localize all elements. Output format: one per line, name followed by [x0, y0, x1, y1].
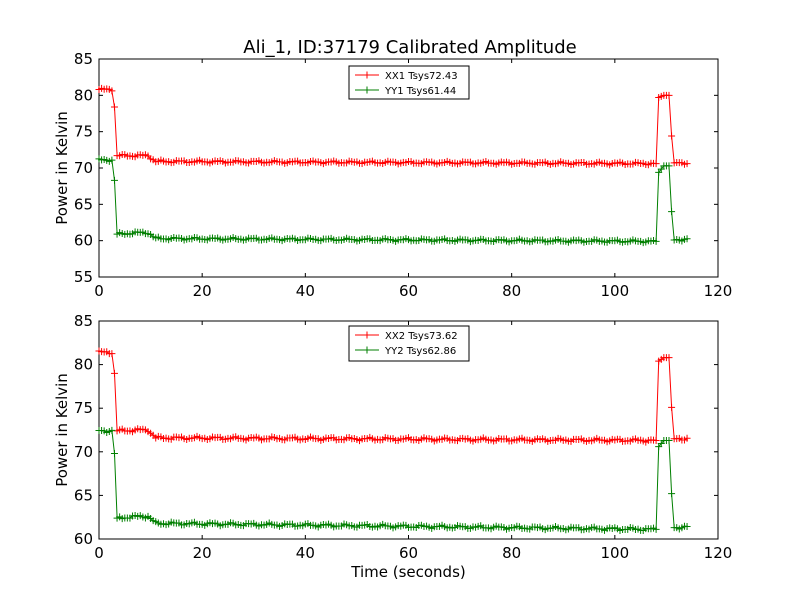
- data-point-marker: [683, 160, 691, 168]
- data-point-marker: [668, 403, 676, 411]
- legend: XX2 Tsys73.62 YY2 Tsys62.86: [348, 325, 470, 362]
- data-point-marker: [683, 523, 691, 531]
- figure-title: Ali_1, ID:37179 Calibrated Amplitude: [243, 37, 576, 58]
- legend-entry: YY2 Tsys62.86: [355, 346, 456, 357]
- y-tick-label: 85: [74, 50, 93, 68]
- data-point-marker: [110, 369, 118, 377]
- x-tick-label: 40: [296, 282, 315, 300]
- data-point-marker: [652, 160, 660, 168]
- legend-box: [348, 325, 470, 362]
- series-2: [95, 155, 691, 247]
- legend-entry: XX2 Tsys73.62: [355, 331, 458, 342]
- x-tick-label: 20: [193, 282, 212, 300]
- data-point-marker: [652, 436, 660, 444]
- legend-box: [348, 65, 470, 100]
- y-tick-label: 55: [74, 268, 93, 286]
- data-point-marker: [652, 237, 660, 245]
- y-tick-label: 80: [74, 86, 93, 104]
- y-tick-label: 80: [74, 356, 93, 374]
- x-tick-label: 100: [601, 544, 630, 562]
- y-tick-label: 70: [74, 443, 93, 461]
- legend-entry: XX1 Tsys72.43: [355, 71, 458, 82]
- y-tick-label: 60: [74, 530, 93, 548]
- x-tick-label: 40: [296, 544, 315, 562]
- y-axis-label: Power in Kelvin: [53, 373, 71, 487]
- x-tick-label: 80: [502, 282, 521, 300]
- y-tick-label: 60: [74, 232, 93, 250]
- data-point-marker: [665, 162, 673, 170]
- x-tick-label: 0: [94, 544, 104, 562]
- x-tick-label: 60: [399, 544, 418, 562]
- x-tick-label: 120: [704, 282, 733, 300]
- legend-marker: [363, 331, 371, 339]
- data-point-marker: [108, 426, 116, 434]
- data-point-marker: [665, 436, 673, 444]
- data-point-marker: [668, 490, 676, 498]
- x-tick-label: 20: [193, 544, 212, 562]
- y-tick-label: 85: [74, 312, 93, 330]
- data-point-marker: [665, 354, 673, 362]
- data-point-marker: [668, 208, 676, 216]
- y-tick-label: 75: [74, 123, 93, 141]
- x-tick-label: 80: [502, 544, 521, 562]
- x-axis-label: Time (seconds): [350, 563, 466, 581]
- x-tick-label: 0: [94, 282, 104, 300]
- series-1: [95, 347, 691, 446]
- legend-marker: [363, 71, 371, 79]
- legend-label: XX2 Tsys73.62: [385, 331, 458, 342]
- data-point-marker: [110, 103, 118, 111]
- data-point-marker: [108, 87, 116, 95]
- y-tick-label: 65: [74, 195, 93, 213]
- data-point-marker: [683, 235, 691, 243]
- data-point-marker: [110, 176, 118, 184]
- series-2: [95, 426, 691, 535]
- x-tick-label: 120: [704, 544, 733, 562]
- data-point-marker: [108, 350, 116, 358]
- legend-label: YY1 Tsys61.44: [384, 86, 456, 97]
- legend-label: XX1 Tsys72.43: [385, 71, 458, 82]
- y-tick-label: 65: [74, 486, 93, 504]
- data-point-marker: [652, 525, 660, 533]
- y-tick-label: 75: [74, 399, 93, 417]
- data-point-marker: [110, 450, 118, 458]
- legend-entry: YY1 Tsys61.44: [355, 86, 456, 97]
- data-point-marker: [668, 132, 676, 140]
- y-tick-label: 70: [74, 159, 93, 177]
- x-tick-label: 60: [399, 282, 418, 300]
- chart-panel-1: 0 20 40 60 80 100 120 55 60 65 70 75 80 85 Power in Ke…: [53, 50, 732, 300]
- data-point-marker: [683, 434, 691, 442]
- data-point-marker: [665, 91, 673, 99]
- legend-label: YY2 Tsys62.86: [384, 346, 456, 357]
- chart-panel-2: 0 20 40 60 80 100 120 60 65 70 75 80 85 Power in Kelv…: [53, 312, 732, 581]
- series-1: [95, 84, 691, 169]
- y-axis-label: Power in Kelvin: [53, 111, 71, 225]
- legend: XX1 Tsys72.43 YY1 Tsys61.44: [348, 65, 470, 100]
- data-point-marker: [108, 156, 116, 164]
- legend-marker: [363, 346, 371, 354]
- x-tick-label: 100: [601, 282, 630, 300]
- legend-marker: [363, 86, 371, 94]
